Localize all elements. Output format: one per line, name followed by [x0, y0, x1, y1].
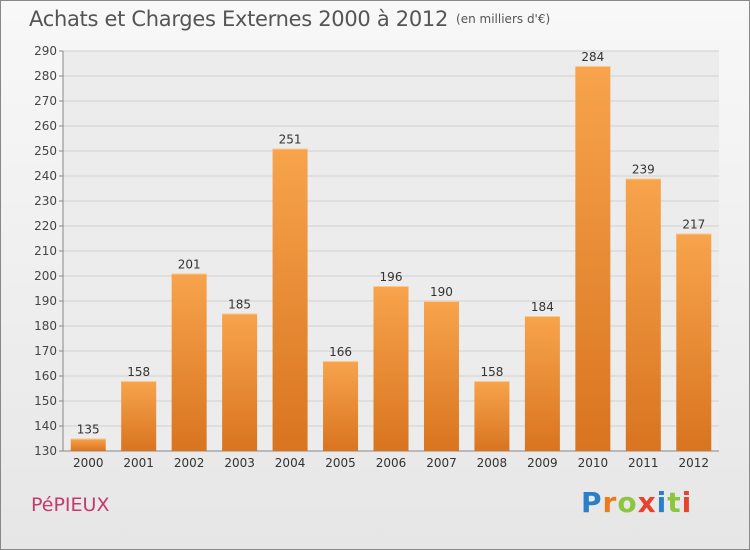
- x-tick-label: 2004: [275, 456, 306, 470]
- bar: [121, 381, 157, 451]
- bar: [323, 361, 359, 451]
- logo-letter: o: [617, 486, 638, 519]
- y-tick-label: 190: [34, 294, 57, 308]
- bar: [171, 273, 207, 451]
- y-tick-label: 270: [34, 94, 57, 108]
- chart-title-text: Achats et Charges Externes 2000 à 2012: [29, 7, 449, 31]
- bar: [676, 233, 712, 451]
- x-tick-label: 2007: [426, 456, 457, 470]
- bar: [70, 438, 106, 451]
- logo-letter: i: [656, 486, 668, 519]
- x-tick-label: 2011: [628, 456, 659, 470]
- logo-letter: t: [667, 486, 682, 519]
- y-tick-label: 240: [34, 169, 57, 183]
- chart-title: Achats et Charges Externes 2000 à 2012 (e…: [29, 7, 550, 31]
- bar: [474, 381, 510, 451]
- data-label: 190: [430, 285, 453, 299]
- bar: [423, 301, 459, 451]
- data-label: 166: [329, 345, 352, 359]
- y-tick-label: 290: [34, 44, 57, 58]
- logo-letter: r: [602, 486, 618, 519]
- x-tick-label: 2006: [376, 456, 407, 470]
- y-tick-label: 230: [34, 194, 57, 208]
- commune-name: PéPIEUX: [31, 494, 110, 516]
- y-tick-label: 160: [34, 369, 57, 383]
- y-tick-label: 210: [34, 244, 57, 258]
- y-tick-label: 170: [34, 344, 57, 358]
- y-tick-label: 260: [34, 119, 57, 133]
- x-tick-label: 2009: [527, 456, 558, 470]
- data-label: 158: [127, 365, 150, 379]
- logo-letter: x: [637, 486, 657, 519]
- y-tick-label: 150: [34, 394, 57, 408]
- data-label: 196: [380, 270, 403, 284]
- bar: [625, 178, 661, 451]
- y-tick-label: 130: [34, 444, 57, 458]
- bar: [575, 66, 611, 451]
- bar: [373, 286, 409, 451]
- data-label: 184: [531, 300, 554, 314]
- data-label: 239: [632, 163, 655, 177]
- y-tick-label: 250: [34, 144, 57, 158]
- chart-title-unit: (en milliers d'€): [456, 12, 551, 26]
- y-tick-label: 280: [34, 69, 57, 83]
- proxiti-logo: Proxiti: [581, 486, 692, 519]
- bar: [272, 148, 308, 451]
- y-tick-label: 180: [34, 319, 57, 333]
- y-tick-label: 200: [34, 269, 57, 283]
- x-tick-label: 2005: [325, 456, 356, 470]
- y-tick-label: 140: [34, 419, 57, 433]
- data-label: 251: [279, 133, 302, 147]
- logo-letter: i: [681, 486, 693, 519]
- data-label: 158: [480, 365, 503, 379]
- x-tick-label: 2001: [123, 456, 154, 470]
- bar: [222, 313, 258, 451]
- bar: [524, 316, 560, 451]
- logo-letter: P: [581, 486, 603, 519]
- data-label: 135: [77, 423, 100, 437]
- x-tick-label: 2008: [477, 456, 508, 470]
- x-tick-label: 2003: [224, 456, 255, 470]
- data-label: 185: [228, 298, 251, 312]
- data-label: 217: [682, 218, 705, 232]
- x-tick-label: 2012: [678, 456, 709, 470]
- x-tick-label: 2010: [578, 456, 609, 470]
- data-label: 284: [581, 50, 604, 64]
- y-tick-label: 220: [34, 219, 57, 233]
- x-tick-label: 2002: [174, 456, 205, 470]
- x-tick-label: 2000: [73, 456, 104, 470]
- data-label: 201: [178, 258, 201, 272]
